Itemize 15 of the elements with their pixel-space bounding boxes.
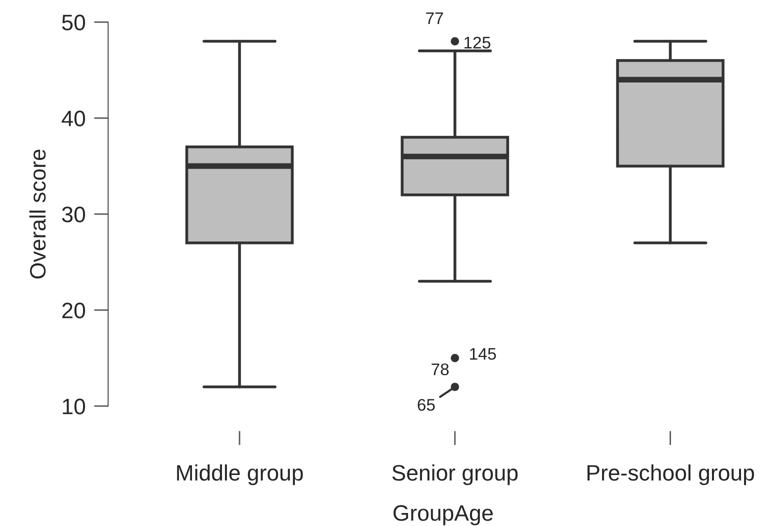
annotation: 125 bbox=[464, 36, 490, 49]
x-tick-label: Senior group bbox=[392, 464, 518, 486]
y-axis-title: Overall score bbox=[29, 150, 46, 278]
x-tick-label: Middle group bbox=[177, 464, 303, 486]
y-tick-label: 30 bbox=[62, 206, 86, 222]
y-tick-label: 40 bbox=[62, 110, 86, 126]
x-tick-label: Pre-school group bbox=[588, 464, 754, 486]
x-axis-title: GroupAge bbox=[394, 505, 493, 526]
annotation: 78 bbox=[432, 363, 449, 376]
y-tick-label: 20 bbox=[62, 302, 86, 318]
y-tick-label: 50 bbox=[62, 14, 86, 30]
annotation: 65 bbox=[418, 398, 435, 411]
annotation: 145 bbox=[470, 348, 496, 360]
annotation: 77 bbox=[426, 12, 443, 24]
y-tick-label: 10 bbox=[62, 398, 86, 414]
